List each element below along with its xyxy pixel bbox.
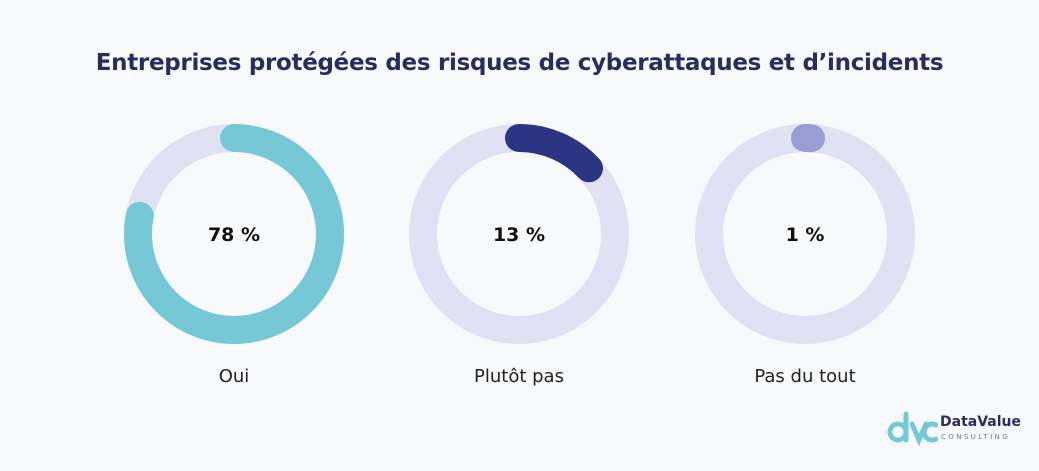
logo-mark-icon: [887, 411, 939, 447]
datavalue-logo: DataValue CONSULTING: [886, 410, 1026, 447]
donut-arc-0: [124, 124, 344, 344]
category-label-pas-du-tout: Pas du tout: [754, 366, 856, 387]
category-label-oui: Oui: [218, 366, 250, 387]
donut-value-label: 1 %: [786, 224, 825, 246]
donut-arc-1: [409, 124, 629, 344]
category-label-plutot-pas: Plutôt pas: [474, 366, 564, 387]
donut-arc-2: [695, 124, 915, 344]
logo-brand: DataValue: [940, 414, 1021, 430]
chart-title: Entreprises protégées des risques de cyb…: [95, 50, 944, 76]
logo-sub: CONSULTING: [941, 433, 1011, 441]
donut-value-label: 13 %: [493, 224, 545, 246]
donut-value-label: 78 %: [208, 224, 260, 246]
